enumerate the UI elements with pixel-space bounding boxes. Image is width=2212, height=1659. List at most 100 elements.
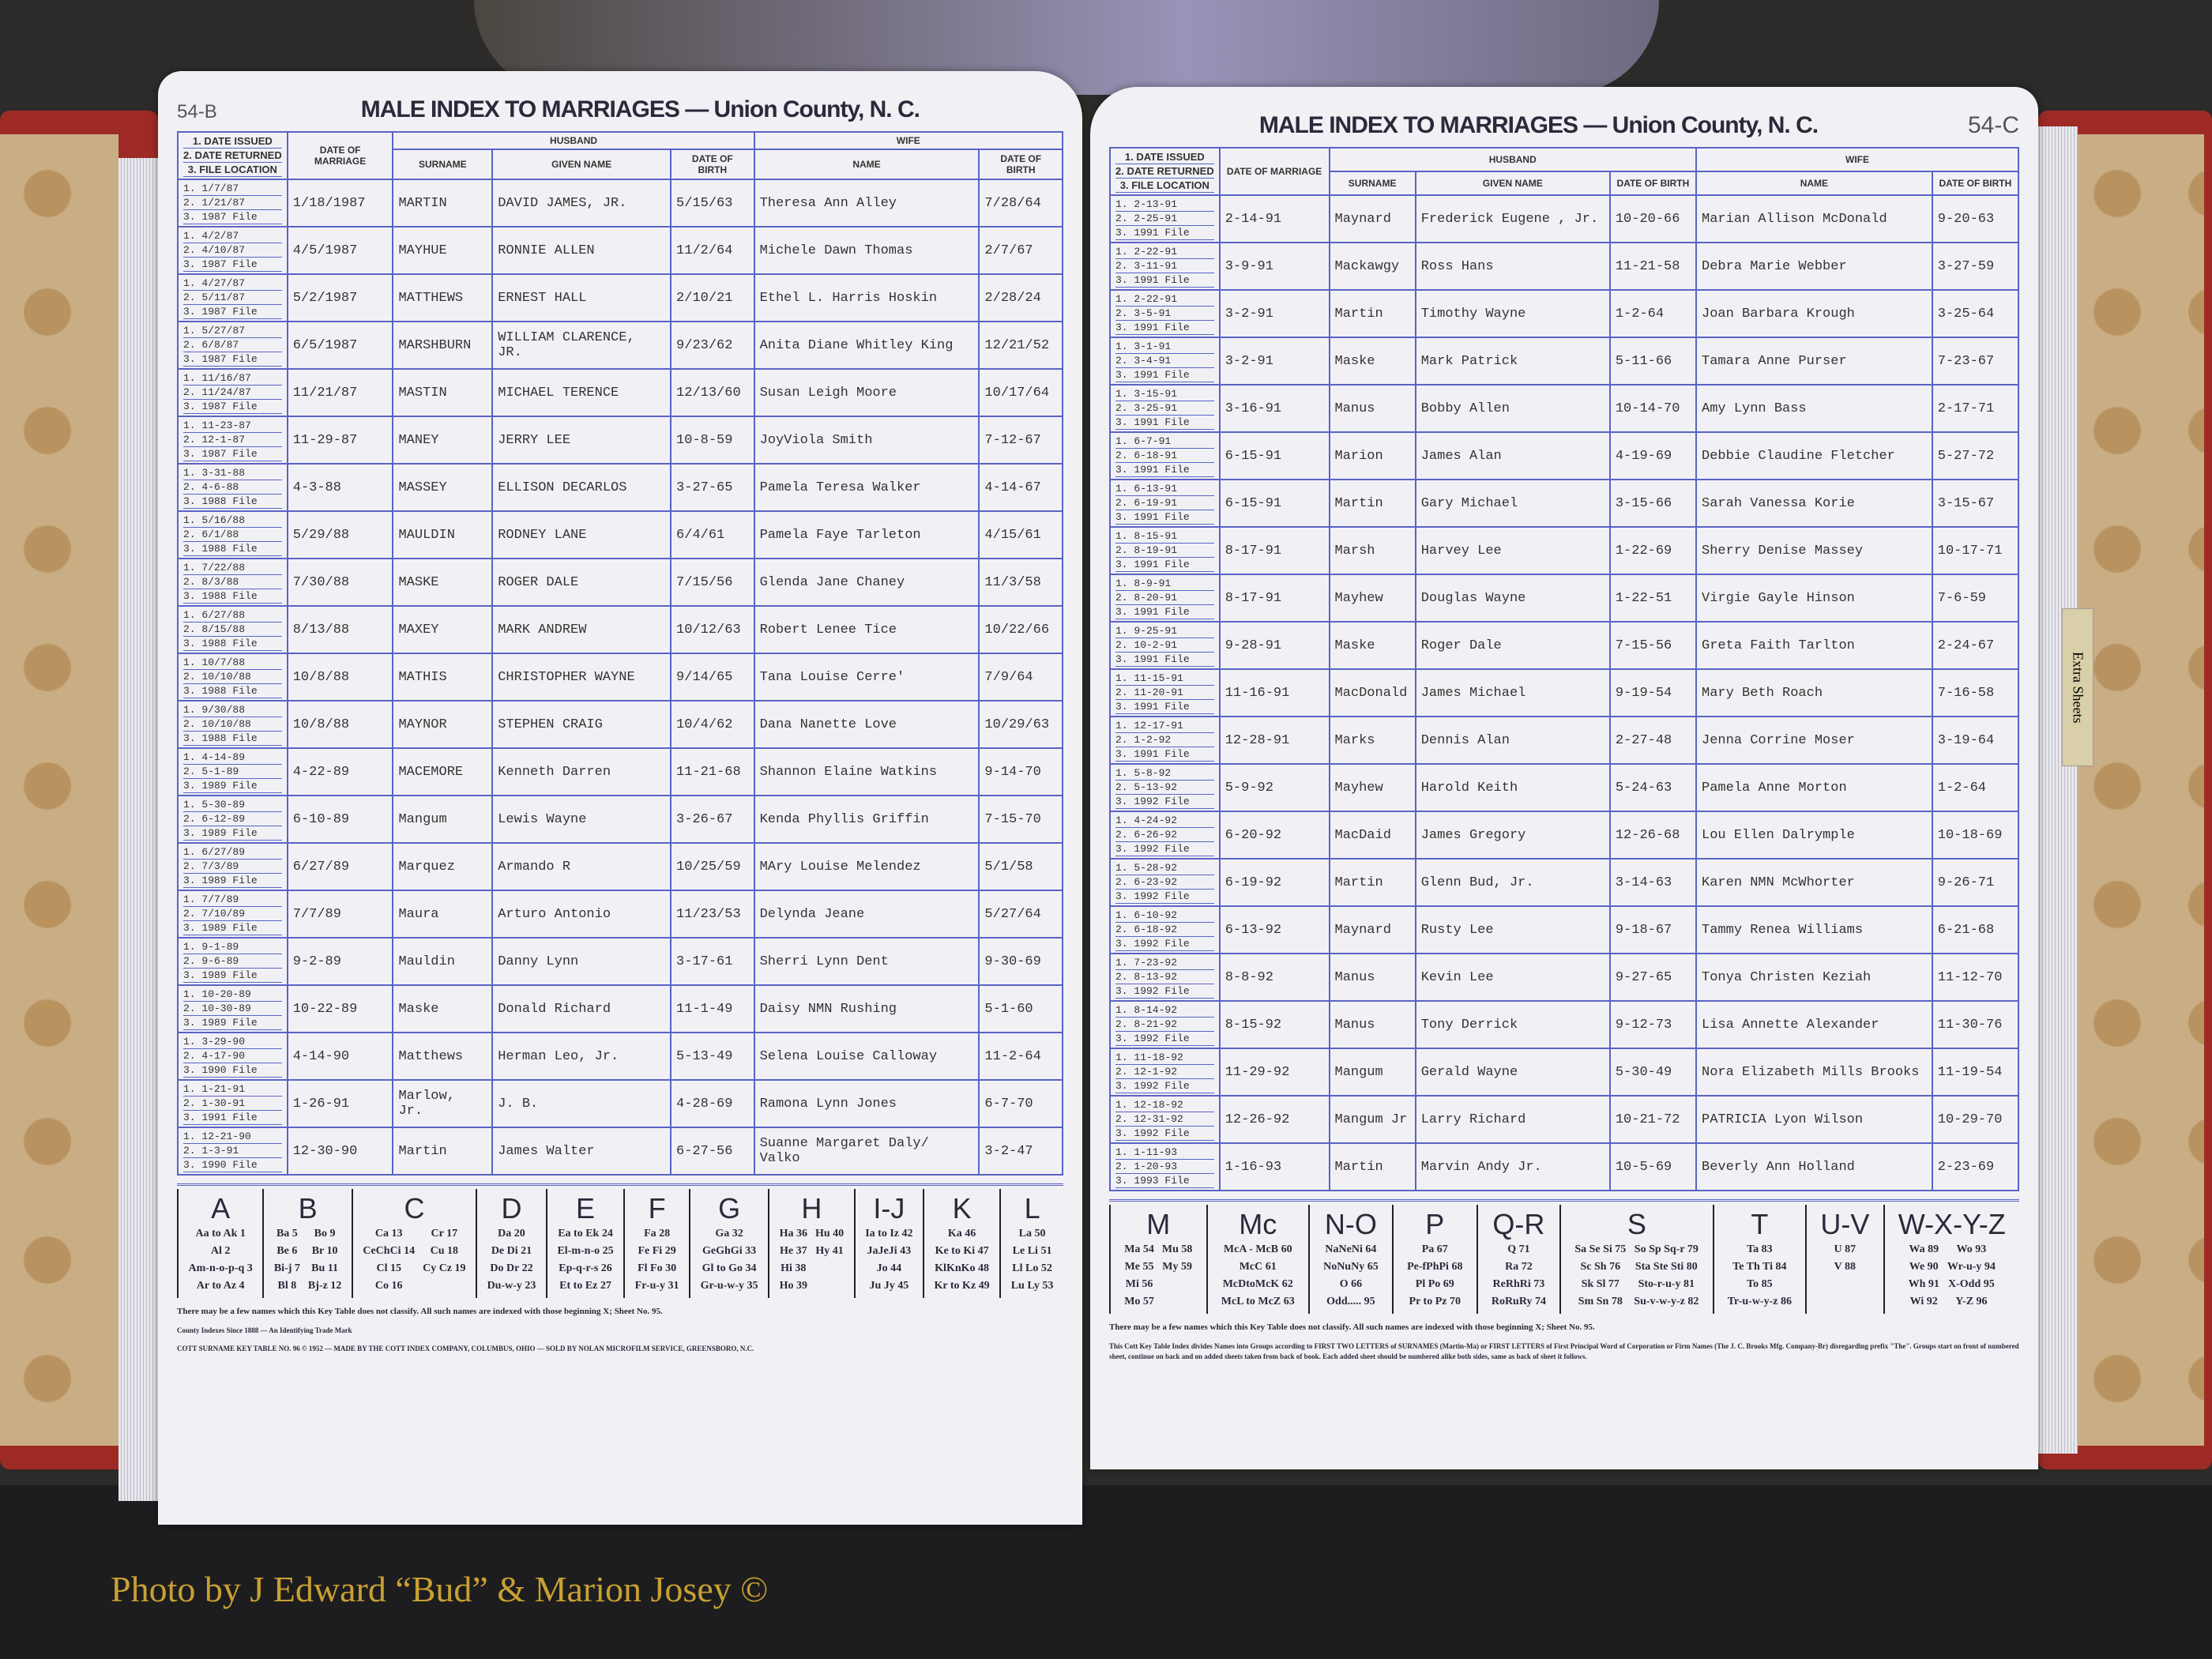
issued-cell: 1. 7/22/88 2. 8/3/88 3. 1988 File	[177, 558, 288, 607]
issued-cell: 1. 7-23-92 2. 8-13-92 3. 1992 File	[1109, 953, 1221, 1002]
husband-dob: 7/15/56	[670, 558, 755, 607]
key-entry: Ma 54	[1124, 1243, 1154, 1255]
extra-sheets-tab[interactable]: Extra Sheets	[2062, 608, 2094, 766]
file-location: 3. 1988 File	[183, 495, 282, 509]
date-returned: 2. 7/10/89	[183, 907, 282, 921]
husband-given-name: Mark Patrick	[1414, 337, 1611, 386]
husband-dob: 3-26-67	[670, 795, 755, 844]
husband-surname: Marion	[1328, 431, 1416, 480]
issued-cell: 1. 6-7-91 2. 6-18-91 3. 1991 File	[1109, 431, 1221, 480]
date-issued-value: 6-13-91	[1134, 483, 1178, 495]
date-issued-value: 11/16/87	[201, 372, 251, 384]
table-row: 1. 6/27/89 2. 7/3/89 3. 1989 File 6/27/89 Ma…	[177, 842, 1063, 891]
file-location-value: 1990 File	[201, 1064, 258, 1076]
file-location-value: 1991 File	[1134, 559, 1190, 570]
date-of-marriage: 6/27/89	[286, 842, 394, 891]
date-returned: 2. 3-4-91	[1115, 354, 1214, 368]
date-of-marriage: 8/13/88	[286, 605, 394, 654]
right-page: MALE INDEX TO MARRIAGES — Union County, …	[1090, 87, 2038, 1469]
husband-surname: Maske	[392, 984, 494, 1033]
table-row: 1. 2-22-91 2. 3-11-91 3. 1991 File 3-9-91 Ma…	[1109, 242, 2020, 291]
key-column-f: F Fa 28 Fe Fi 29 Fl Fo 30 Fr-u-y 31	[623, 1189, 689, 1298]
file-location: 3. 1989 File	[183, 779, 282, 793]
wife-dob: 4-14-67	[978, 463, 1063, 512]
key-entries: McA - McB 60 McC 61 McDtoMcK 62 McL to McZ …	[1214, 1241, 1302, 1311]
issued-cell: 1. 8-9-91 2. 8-20-91 3. 1991 File	[1109, 574, 1221, 623]
wife-name: Daisy NMN Rushing	[753, 984, 980, 1033]
left-page: 54-B MALE INDEX TO MARRIAGES — Union Cou…	[158, 71, 1082, 1525]
issued-cell: 1. 2-22-91 2. 3-11-91 3. 1991 File	[1109, 242, 1221, 291]
file-location-value: 1991 File	[1134, 606, 1190, 618]
husband-given-name: Lewis Wayne	[491, 795, 672, 844]
key-entry: Fa 28	[644, 1228, 671, 1240]
key-entries: Ka 46 Ke to Ki 47 KlKnKo 48 Kr to Kz 49	[931, 1225, 993, 1295]
key-entry: GeGhGi 33	[702, 1245, 757, 1257]
date-issued: 1. 6/27/89	[183, 845, 282, 860]
key-column-u-v: U-V U 87 V 88	[1805, 1205, 1883, 1314]
husband-surname: Mayhew	[1328, 763, 1416, 812]
date-issued: 1. 2-22-91	[1115, 292, 1214, 307]
key-entries: Aa to Ak 1 Al 2 Am-n-o-p-q 3 Ar to Az 4	[185, 1225, 256, 1295]
date-issued: 1. 12-21-90	[183, 1130, 282, 1144]
husband-surname: MANEY	[392, 416, 494, 465]
husband-given-name: James Michael	[1414, 668, 1611, 717]
issued-cell: 1. 1-11-93 2. 1-20-93 3. 1993 File	[1109, 1142, 1221, 1191]
husband-surname: Maske	[1328, 337, 1416, 386]
key-column-mc: Mc McA - McB 60 McC 61 McDtoMcK 62 McL to Mc…	[1206, 1205, 1308, 1314]
file-location-value: 1991 File	[1134, 274, 1190, 286]
date-issued: 1. 11-15-91	[1115, 672, 1214, 686]
trademark-note: County Indexes Since 1888 — An Identifyi…	[177, 1326, 352, 1334]
issued-cell: 1. 10-20-89 2. 10-30-89 3. 1989 File	[177, 984, 288, 1033]
table-row: 1. 5-8-92 2. 5-13-92 3. 1992 File 5-9-92 May…	[1109, 763, 2020, 812]
wife-name: Lisa Annette Alexander	[1695, 1000, 1933, 1049]
table-row: 1. 3-29-90 2. 4-17-90 3. 1990 File 4-14-90 M…	[177, 1032, 1063, 1081]
date-of-marriage: 6/5/1987	[286, 321, 394, 370]
date-returned: 2. 2-25-91	[1115, 212, 1214, 226]
date-returned-value: 8/15/88	[201, 623, 246, 635]
date-issued: 1. 1-21-91	[183, 1082, 282, 1097]
wife-name: Pamela Faye Tarleton	[753, 510, 980, 559]
table-row: 1. 11/16/87 2. 11/24/87 3. 1987 File 11/21/…	[177, 368, 1063, 417]
key-entry: Ba 5	[276, 1228, 298, 1240]
date-of-marriage: 7/7/89	[286, 890, 394, 939]
key-entry: Br 10	[311, 1245, 338, 1257]
key-entries: Ta 83 Te Th Ti 84 To 85 Tr-u-w-y-z 86	[1721, 1241, 1800, 1311]
file-location-value: 1992 File	[1134, 938, 1190, 950]
wife-dob: 10-29-70	[1931, 1095, 2020, 1144]
page-number: 54-C	[1967, 112, 2019, 138]
wife-name: Jenna Corrine Moser	[1695, 716, 1933, 765]
file-location: 3. 1990 File	[183, 1063, 282, 1078]
date-returned-value: 9-6-89	[201, 955, 239, 967]
date-of-marriage: 6-15-91	[1218, 479, 1330, 528]
date-returned: 2. 6-26-92	[1115, 828, 1214, 842]
key-entry: Du-w-y 23	[487, 1280, 536, 1292]
key-entry: Ia to Iz 42	[865, 1228, 913, 1240]
date-returned: 2. 1-20-93	[1115, 1160, 1214, 1174]
table-row: 1. 3-15-91 2. 3-25-91 3. 1991 File 3-16-91 M…	[1109, 384, 2020, 433]
key-entry: Ar to Az 4	[196, 1280, 245, 1292]
date-of-marriage: 6-20-92	[1218, 811, 1330, 860]
date-of-marriage: 5/2/1987	[286, 273, 394, 322]
husband-given-name: Gerald Wayne	[1414, 1048, 1611, 1097]
wife-dob: 5/27/64	[978, 890, 1063, 939]
table-row: 1. 5/27/87 2. 6/8/87 3. 1987 File 6/5/1987 M…	[177, 321, 1063, 370]
key-entry: Am-n-o-p-q 3	[188, 1262, 253, 1274]
husband-dob: 2-27-48	[1608, 716, 1698, 765]
date-returned-value: 6-26-92	[1134, 829, 1178, 841]
key-entries: Da 20 De Di 21 Do Dr 22 Du-w-y 23	[483, 1225, 540, 1295]
key-entry: He 37	[779, 1245, 807, 1257]
date-returned-value: 6-23-92	[1134, 876, 1178, 888]
husband-given-name: ROGER DALE	[491, 558, 672, 607]
husband-surname: Mangum	[392, 795, 494, 844]
issued-cell: 1. 11-23-87 2. 12-1-87 3. 1987 File	[177, 416, 288, 465]
key-entries: Ca 13 CeChCi 14 Cl 15 Co 16 Cr 17 Cu 18 Cy Cz …	[359, 1225, 469, 1295]
key-entries: Ea to Ek 24 El-m-n-o 25 Ep-q-r-s 26 Et to E…	[554, 1225, 617, 1295]
husband-given-name: Ross Hans	[1414, 242, 1611, 291]
key-column-k: K Ka 46 Ke to Ki 47 KlKnKo 48 Kr to Kz 49	[923, 1189, 999, 1298]
key-entry: Hy 41	[815, 1245, 844, 1257]
file-location: 3. 1992 File	[1115, 984, 1214, 999]
key-column-g: G Ga 32 GeGhGi 33 Gl to Go 34 Gr-u-w-y 35	[689, 1189, 768, 1298]
date-issued: 1. 11-18-92	[1115, 1051, 1214, 1065]
husband-dob: 9-27-65	[1608, 953, 1698, 1002]
file-location-value: 1987 File	[201, 211, 258, 223]
